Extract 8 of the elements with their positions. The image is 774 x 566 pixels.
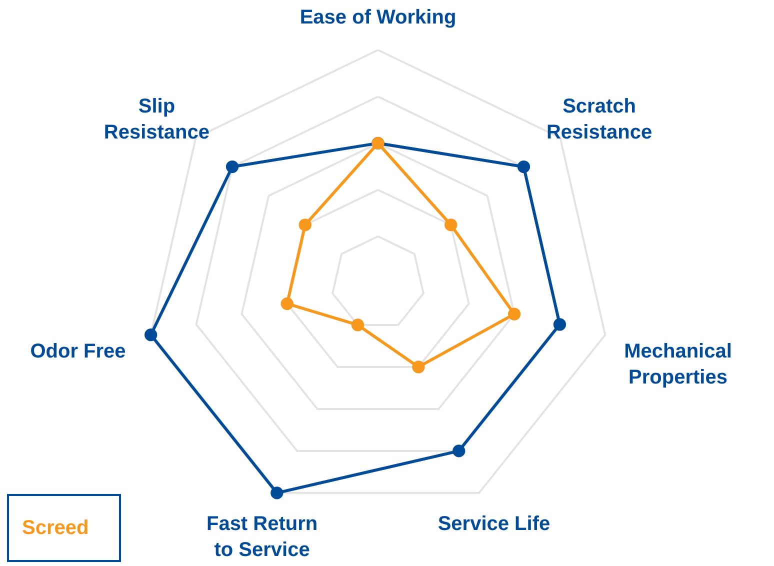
spoke-label: Mechanical Properties: [624, 340, 732, 388]
spoke-label: Odor Free: [30, 340, 126, 362]
text: Screed: [22, 517, 89, 539]
spoke-label: Slip Resistance: [104, 96, 210, 144]
spoke-label: Ease of Working: [300, 6, 456, 28]
spoke-label: Fast Return to Service: [206, 512, 318, 561]
spoke-label: Scratch Resistance: [546, 96, 652, 144]
spoke-label: Service Life: [438, 512, 550, 535]
